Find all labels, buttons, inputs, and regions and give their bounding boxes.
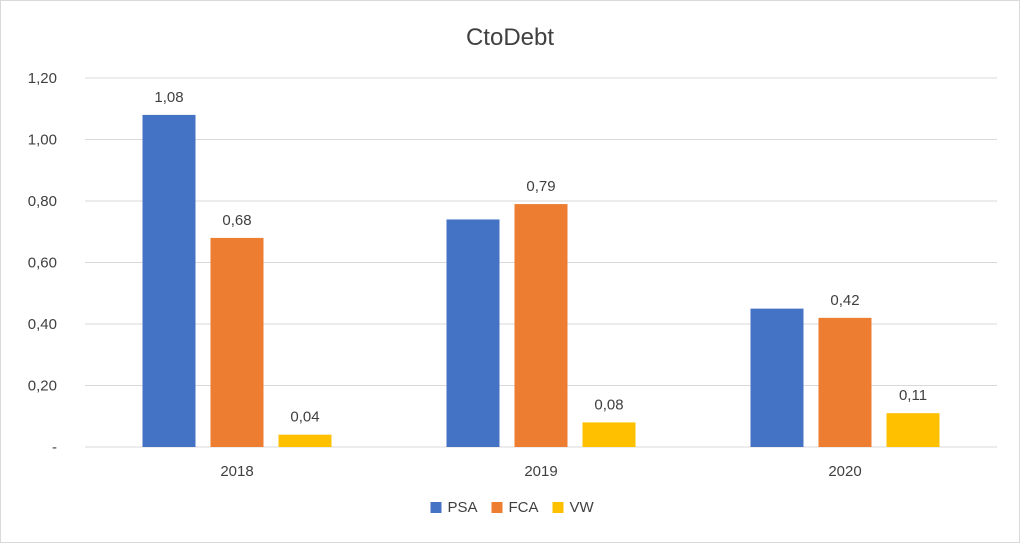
y-axis-ticks: - 0,20 0,40 0,60 0,80 1,00 1,20 — [28, 70, 57, 456]
bar-vw-2018 — [278, 434, 332, 447]
data-label: 0,68 — [222, 212, 251, 229]
bars — [142, 114, 940, 448]
legend-label: PSA — [448, 499, 478, 516]
legend-item-fca: FCA — [491, 499, 539, 516]
chart-title: CtoDebt — [466, 24, 554, 51]
bar-vw-2020 — [886, 413, 940, 447]
y-tick-label: - — [52, 439, 57, 456]
legend: PSA FCA VW — [430, 499, 595, 516]
data-label: 0,08 — [594, 396, 623, 413]
bar-fca-2019 — [514, 204, 568, 447]
x-tick-label: 2019 — [524, 463, 557, 480]
y-tick-label: 0,60 — [28, 255, 57, 272]
legend-item-vw: VW — [552, 499, 595, 516]
legend-swatch — [491, 502, 503, 513]
data-labels: 1,08 0,68 0,04 0,79 0,08 0,42 0,11 — [154, 89, 927, 426]
y-tick-label: 1,00 — [28, 132, 57, 149]
data-label: 0,79 — [526, 178, 555, 195]
x-tick-label: 2020 — [828, 463, 861, 480]
x-tick-label: 2018 — [220, 463, 253, 480]
data-label: 1,08 — [154, 89, 183, 106]
y-tick-label: 1,20 — [28, 70, 57, 87]
bar-psa-2019 — [446, 219, 500, 447]
data-label: 0,04 — [290, 409, 319, 426]
legend-label: FCA — [509, 499, 539, 516]
legend-swatch — [552, 502, 564, 513]
x-axis-ticks: 2018 2019 2020 — [220, 463, 861, 480]
bar-vw-2019 — [582, 422, 636, 447]
bar-psa-2020 — [750, 308, 804, 447]
legend-label: VW — [570, 499, 595, 516]
bar-fca-2018 — [210, 237, 264, 447]
legend-swatch — [430, 502, 442, 513]
bar-fca-2020 — [818, 317, 872, 447]
legend-item-psa: PSA — [430, 499, 478, 516]
y-tick-label: 0,80 — [28, 193, 57, 210]
bar-psa-2018 — [142, 114, 196, 448]
y-tick-label: 0,40 — [28, 316, 57, 333]
data-label: 0,42 — [830, 292, 859, 309]
y-tick-label: 0,20 — [28, 378, 57, 395]
data-label: 0,11 — [899, 387, 927, 404]
